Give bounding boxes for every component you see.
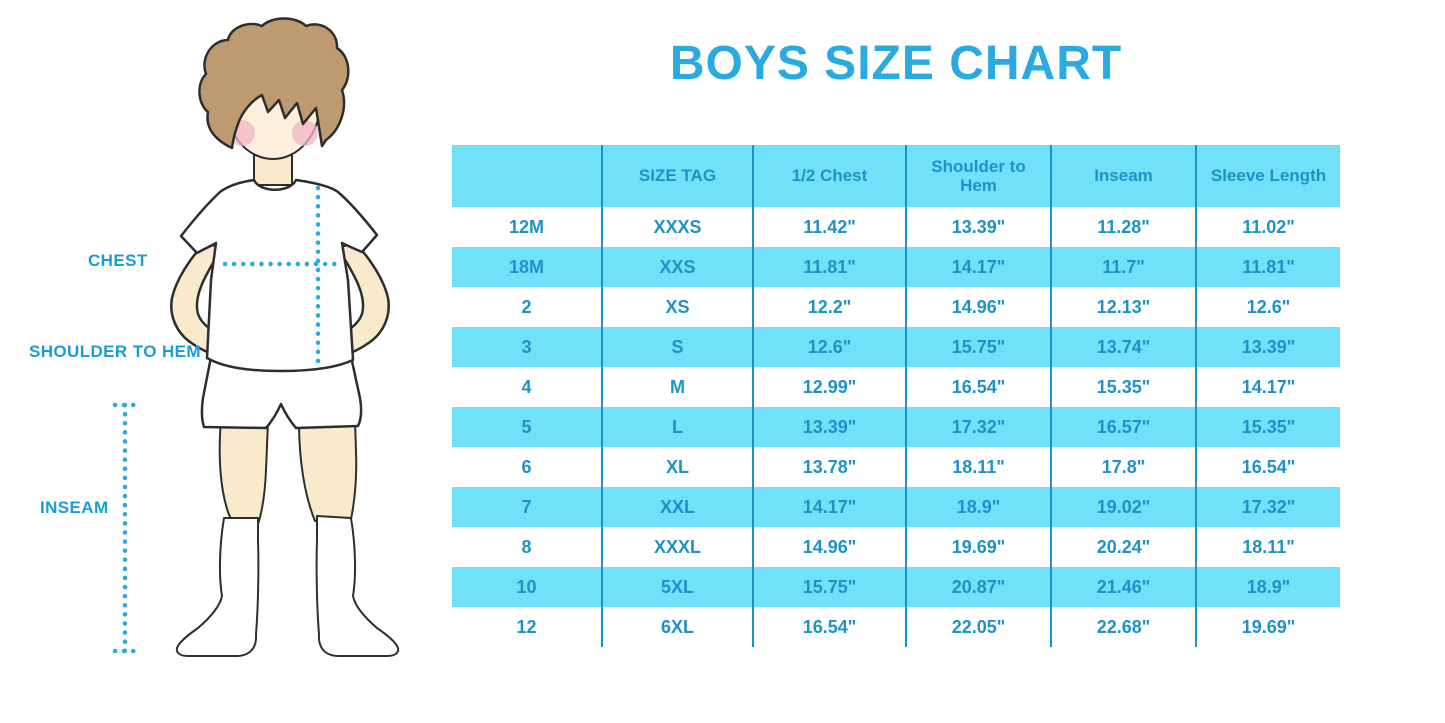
table-cell: 5XL — [603, 567, 754, 607]
row-size-label: 3 — [452, 327, 603, 367]
table-cell: 12.13" — [1052, 287, 1197, 327]
boy-illustration — [112, 17, 400, 657]
boy-sock-left — [175, 517, 260, 657]
table-cell: 11.28" — [1052, 207, 1197, 247]
row-size-label: 12 — [452, 607, 603, 647]
table-cell: 21.46" — [1052, 567, 1197, 607]
table-cell: 20.24" — [1052, 527, 1197, 567]
boy-tshirt — [179, 178, 379, 373]
table-cell: 19.69" — [907, 527, 1052, 567]
table-cell: 11.7" — [1052, 247, 1197, 287]
table-cell: 14.17" — [1241, 376, 1296, 397]
table-cell: 11.81" — [1197, 247, 1340, 287]
table-cell: 12.99" — [754, 367, 907, 407]
table-cell: 17.8" — [1052, 447, 1197, 487]
table-cell: 16.54" — [1241, 456, 1296, 477]
shoulder-to-hem-label: SHOULDER TO HEM — [29, 342, 201, 361]
table-cell: 14.96" — [754, 527, 907, 567]
table-cell: 18.9" — [907, 487, 1052, 527]
table-cell: L — [603, 407, 754, 447]
column-header: Sleeve Length — [1197, 145, 1340, 207]
boy-hair — [198, 17, 350, 150]
table-cell: XXS — [603, 247, 754, 287]
table-cell: 20.87" — [907, 567, 1052, 607]
table-cell: 13.78" — [754, 447, 907, 487]
table-cell: 22.05" — [907, 607, 1052, 647]
column-header: Inseam — [1052, 145, 1197, 207]
chest-label: CHEST — [88, 251, 148, 270]
table-cell: 14.96" — [907, 287, 1052, 327]
table-cell: 17.32" — [907, 407, 1052, 447]
table-cell: 13.39" — [754, 407, 907, 447]
table-cell: 12.2" — [754, 287, 907, 327]
table-cell: 14.17" — [754, 487, 907, 527]
table-cell: XXXS — [603, 207, 754, 247]
table-cell: 6XL — [603, 607, 754, 647]
boy-blush-right — [292, 120, 318, 146]
table-cell: 17.32" — [1197, 487, 1340, 527]
table-cell: 15.75" — [754, 567, 907, 607]
boy-shorts — [200, 350, 363, 430]
table-cell: 12.6" — [1246, 296, 1291, 317]
table-cell: 16.54" — [907, 367, 1052, 407]
table-cell: 19.02" — [1052, 487, 1197, 527]
table-cell: XS — [603, 287, 754, 327]
row-size-label: 8 — [452, 527, 603, 567]
page-title: BOYS SIZE CHART — [669, 37, 1123, 90]
boy-leg-left — [218, 419, 269, 526]
row-size-label: 5 — [452, 407, 603, 447]
table-cell: S — [603, 327, 754, 367]
table-cell: 13.39" — [907, 207, 1052, 247]
row-size-label: 18M — [452, 247, 603, 287]
table-cell: 19.69" — [1241, 616, 1296, 637]
row-size-label: 4 — [452, 367, 603, 407]
inseam-label: INSEAM — [40, 498, 109, 517]
table-cell: 22.68" — [1052, 607, 1197, 647]
column-header — [452, 145, 603, 207]
table-cell: 11.81" — [754, 247, 907, 287]
table-cell: 16.57" — [1052, 407, 1197, 447]
row-size-label: 10 — [452, 567, 603, 607]
table-cell: 13.39" — [1197, 327, 1340, 367]
table-cell: 14.17" — [907, 247, 1052, 287]
table-cell: XXXL — [603, 527, 754, 567]
boy-leg-right — [298, 419, 358, 522]
table-cell: 13.74" — [1052, 327, 1197, 367]
column-header: Shoulder to Hem — [907, 145, 1052, 207]
table-cell: 12.6" — [754, 327, 907, 367]
row-size-label: 7 — [452, 487, 603, 527]
table-cell: XXL — [603, 487, 754, 527]
table-cell: 18.11" — [1242, 536, 1295, 557]
table-cell: 16.54" — [754, 607, 907, 647]
table-cell: XL — [603, 447, 754, 487]
row-size-label: 2 — [452, 287, 603, 327]
table-cell: 15.75" — [907, 327, 1052, 367]
table-cell: 15.35" — [1052, 367, 1197, 407]
size-chart-table: SIZE TAG 1/2 Chest Shoulder to Hem Inseam Sl… — [452, 145, 1340, 647]
column-header: SIZE TAG — [603, 145, 754, 207]
row-size-label: 12M — [452, 207, 603, 247]
boy-sock-right — [315, 515, 400, 657]
table-cell: 11.02" — [1242, 216, 1295, 237]
table-cell: 18.9" — [1197, 567, 1340, 607]
table-cell: M — [603, 367, 754, 407]
row-size-label: 6 — [452, 447, 603, 487]
column-header: 1/2 Chest — [754, 145, 907, 207]
table-cell: 18.11" — [907, 447, 1052, 487]
table-cell: 15.35" — [1197, 407, 1340, 447]
table-cell: 11.42" — [754, 207, 907, 247]
